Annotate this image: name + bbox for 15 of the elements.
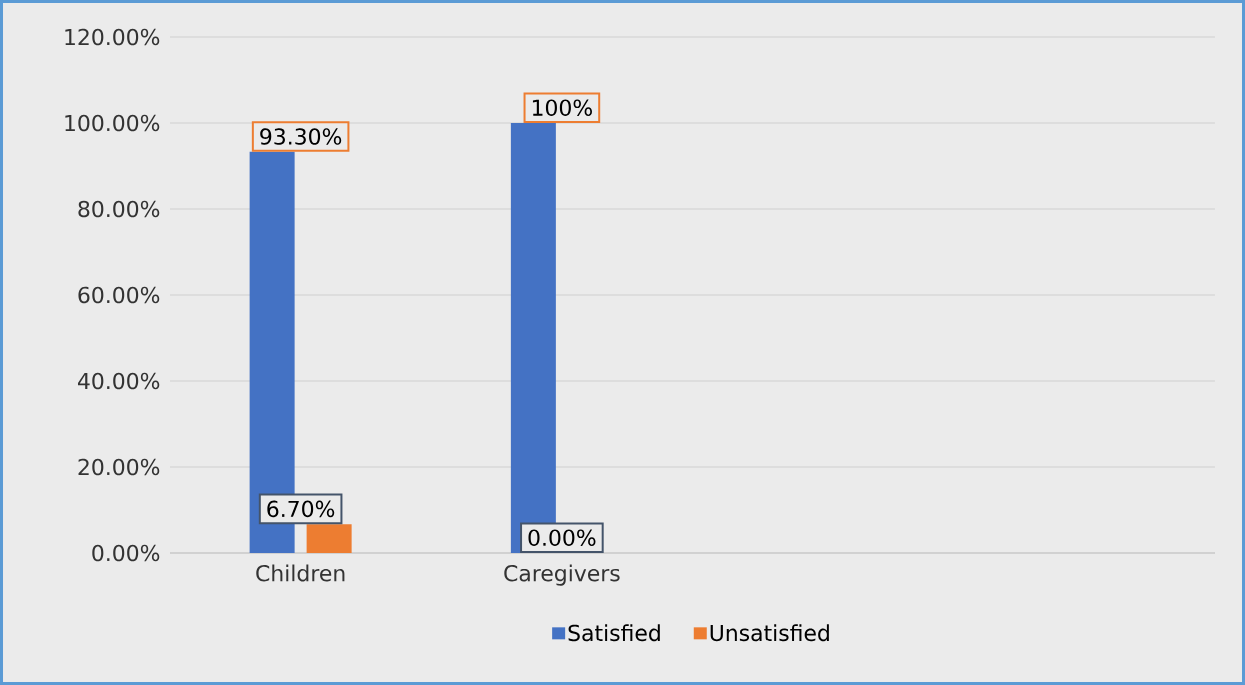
legend-label: Satisfied (568, 624, 660, 642)
data-label: 100% (532, 99, 592, 116)
x-tick-label: Children (256, 564, 345, 582)
y-tick-label: 40.00% (77, 372, 160, 390)
y-tick-label: 80.00% (78, 200, 160, 218)
y-tick-label: 100.00% (65, 114, 160, 132)
y-tick-label: 120.00% (65, 28, 160, 46)
x-tick-label: Caregivers (504, 564, 620, 586)
y-tick-label: 20.00% (78, 458, 160, 476)
y-tick-label: 60.00% (78, 286, 160, 304)
data-label: 93.30% (260, 128, 342, 145)
data-label: 6.70% (267, 500, 335, 518)
y-tick-label: 0.00% (92, 544, 160, 562)
data-label: 0.00% (528, 529, 596, 546)
legend-label: Unsatisfied (710, 624, 829, 642)
